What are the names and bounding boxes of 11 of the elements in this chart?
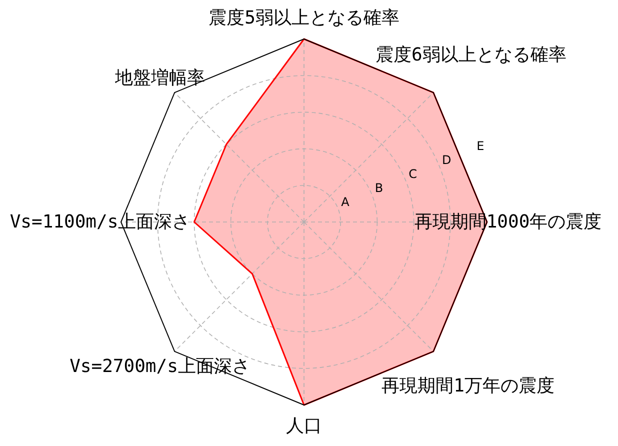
y-tick-label: D — [442, 152, 452, 167]
y-tick-label: B — [374, 180, 384, 195]
y-tick-label: A — [341, 194, 350, 209]
y-tick-label: E — [476, 138, 484, 153]
spoke-label: 人口 — [286, 416, 322, 436]
spoke-label: 震度6弱以上となる確率 — [375, 44, 566, 66]
spoke-label: 震度5弱以上となる確率 — [208, 8, 400, 28]
y-tick-label: C — [408, 166, 418, 181]
spoke-label: 地盤増幅率 — [114, 67, 205, 88]
spoke-label: 再現期間1000年の震度 — [414, 212, 602, 232]
spoke-label: 再現期間1万年の震度 — [382, 376, 554, 397]
